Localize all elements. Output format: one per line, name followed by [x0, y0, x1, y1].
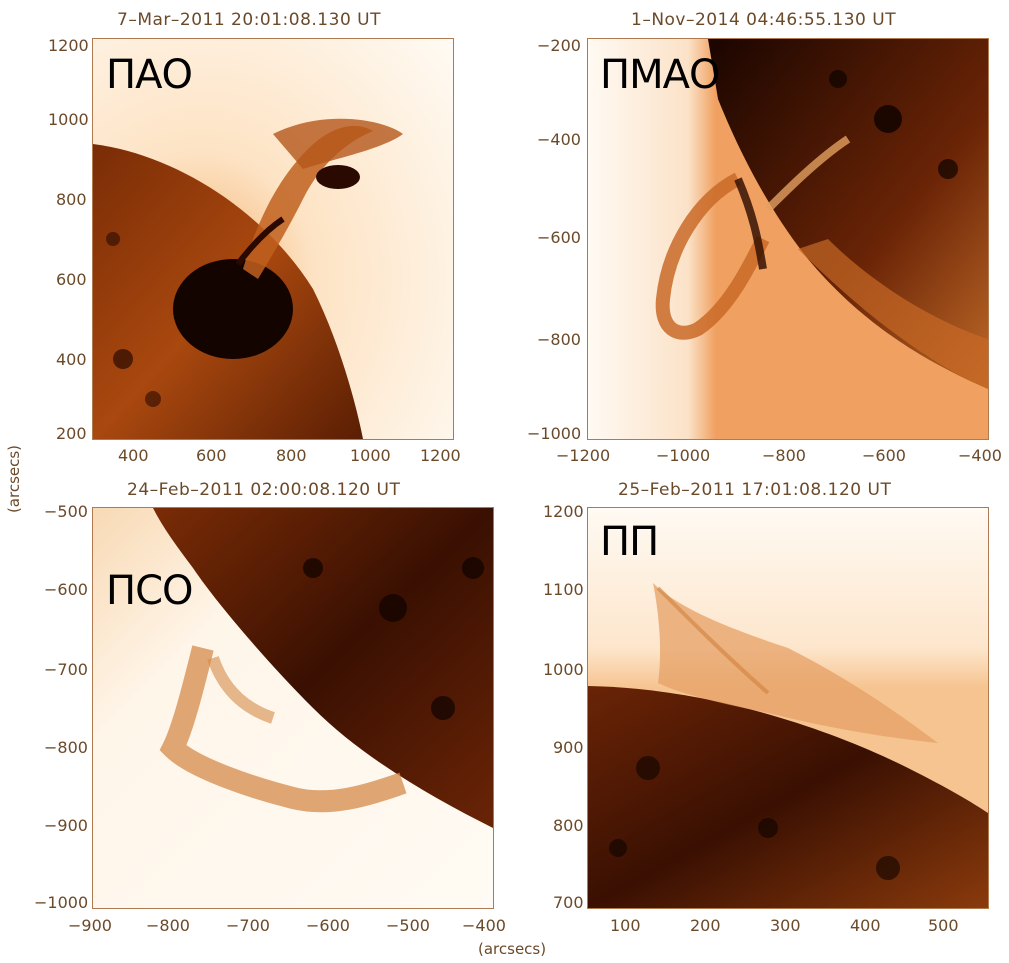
p2-xtick: −1200 [556, 446, 611, 465]
panel-2-image [587, 38, 989, 440]
p3-xtick: −900 [68, 916, 112, 935]
p4-ytick: 1100 [543, 580, 584, 599]
panel-3-image [92, 507, 494, 909]
p4-ytick: 900 [553, 738, 584, 757]
p2-ytick: −400 [537, 130, 581, 149]
p3-xtick: −700 [226, 916, 270, 935]
p1-xtick: 1200 [420, 446, 461, 465]
p4-ytick: 700 [553, 893, 584, 912]
p1-ytick: 200 [56, 424, 87, 443]
p3-ytick: −1000 [34, 893, 89, 912]
p2-xtick: −1000 [656, 446, 711, 465]
p4-xtick: 400 [850, 916, 881, 935]
x-axis-label: (arcsecs) [478, 940, 547, 958]
p2-xtick: −400 [958, 446, 1002, 465]
p2-ytick: −600 [537, 228, 581, 247]
p3-ytick: −500 [44, 502, 88, 521]
p1-ytick: 1000 [48, 110, 89, 129]
p2-ytick: −200 [537, 36, 581, 55]
p3-xtick: −600 [306, 916, 350, 935]
p1-xtick: 400 [118, 446, 149, 465]
p3-xtick: −500 [386, 916, 430, 935]
p2-xtick: −600 [862, 446, 906, 465]
p1-ytick: 400 [56, 350, 87, 369]
panel-4-title: 25–Feb–2011 17:01:08.120 UT [618, 480, 892, 500]
p4-ytick: 800 [553, 816, 584, 835]
p1-ytick: 1200 [48, 36, 89, 55]
p3-ytick: −700 [44, 660, 88, 679]
p3-xtick: −800 [146, 916, 190, 935]
p3-xtick: −400 [462, 916, 506, 935]
p3-ytick: −900 [44, 816, 88, 835]
y-axis-label: (arcsecs) [5, 444, 24, 514]
p1-xtick: 600 [196, 446, 227, 465]
p2-xtick: −800 [762, 446, 806, 465]
p3-ytick: −600 [44, 580, 88, 599]
p3-ytick: −800 [44, 738, 88, 757]
panel-4-image [587, 507, 989, 909]
panel-3-title: 24–Feb–2011 02:00:08.120 UT [127, 480, 401, 500]
p4-xtick: 200 [690, 916, 721, 935]
panel-1-title: 7–Mar–2011 20:01:08.130 UT [117, 10, 381, 30]
p1-xtick: 800 [276, 446, 307, 465]
panel-2-title: 1–Nov–2014 04:46:55.130 UT [631, 10, 897, 30]
p4-ytick: 1200 [543, 502, 584, 521]
panel-1-label: ПАО [106, 52, 193, 98]
p2-ytick: −1000 [527, 424, 582, 443]
panel-1-image [92, 38, 454, 440]
p4-ytick: 1000 [543, 660, 584, 679]
p4-xtick: 500 [928, 916, 959, 935]
p1-xtick: 1000 [350, 446, 391, 465]
p4-xtick: 100 [610, 916, 641, 935]
p1-ytick: 600 [56, 270, 87, 289]
p4-xtick: 300 [770, 916, 801, 935]
panel-2-label: ПМАО [600, 52, 720, 98]
panel-4-label: ПП [600, 519, 659, 565]
panel-3-label: ПСО [106, 568, 193, 614]
p2-ytick: −800 [537, 330, 581, 349]
p1-ytick: 800 [56, 190, 87, 209]
